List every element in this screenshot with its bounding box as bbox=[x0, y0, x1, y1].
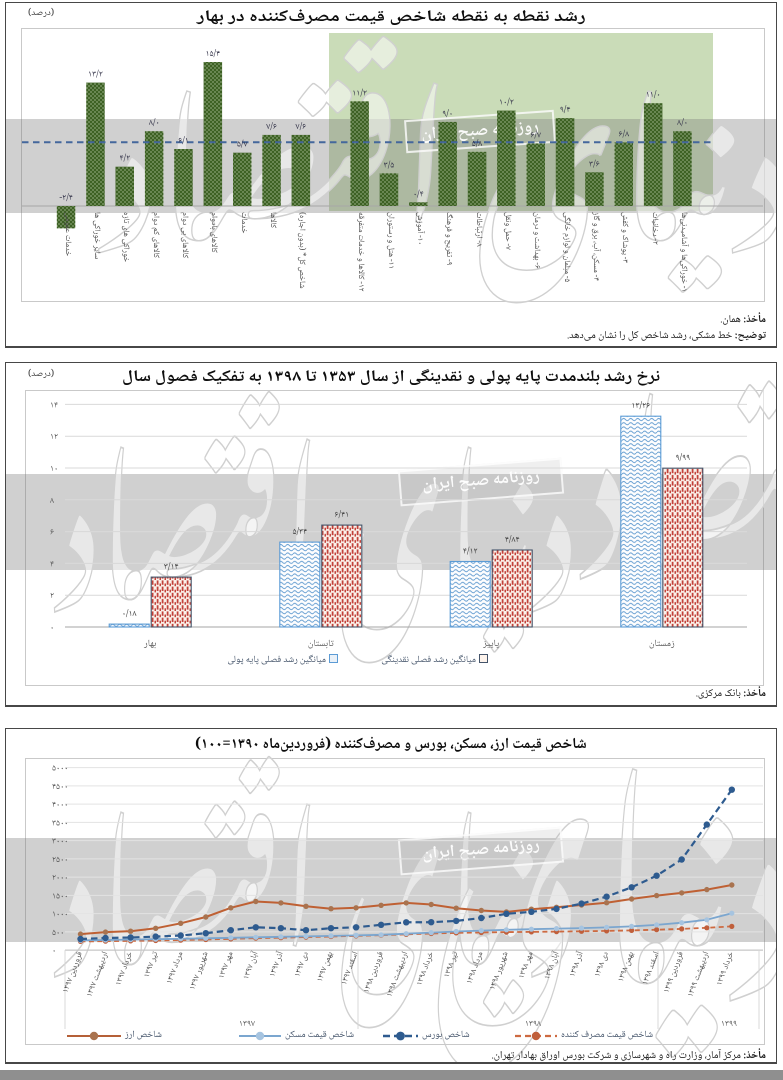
svg-text:۴۰۰۰: ۴۰۰۰ bbox=[52, 797, 68, 813]
svg-text:۱۱/۰: ۱۱/۰ bbox=[646, 87, 661, 103]
svg-text:۴/۸۴: ۴/۸۴ bbox=[505, 532, 520, 548]
svg-text:۴: ۴ bbox=[50, 556, 54, 572]
svg-text:۷/۶: ۷/۶ bbox=[266, 119, 277, 135]
svg-text:۱۲: ۱۲ bbox=[50, 429, 58, 445]
svg-text:۸: ۸ bbox=[50, 493, 54, 509]
svg-text:تابستان: تابستان bbox=[308, 637, 334, 653]
svg-text:۶: ۶ bbox=[50, 525, 54, 541]
svg-text:۶/۴۱: ۶/۴۱ bbox=[334, 507, 349, 523]
svg-text:۳۵۰۰: ۳۵۰۰ bbox=[52, 815, 68, 831]
svg-text:-۲/۴: -۲/۴ bbox=[59, 190, 72, 206]
svg-text:۵۰۰۰: ۵۰۰۰ bbox=[52, 761, 68, 777]
svg-text:۴۵۰۰: ۴۵۰۰ bbox=[52, 779, 68, 795]
svg-text:۶/۷: ۶/۷ bbox=[530, 127, 541, 143]
svg-text:۳۰۰۰: ۳۰۰۰ bbox=[52, 834, 68, 850]
svg-text:۱۳/۲: ۱۳/۲ bbox=[88, 67, 103, 83]
svg-text:۳/۶: ۳/۶ bbox=[589, 156, 600, 172]
svg-text:۸/۰: ۸/۰ bbox=[149, 115, 160, 131]
svg-text:۱۵۰۰: ۱۵۰۰ bbox=[52, 888, 68, 904]
svg-text:۵/۸: ۵/۸ bbox=[472, 136, 483, 152]
svg-text:۷/۶: ۷/۶ bbox=[296, 119, 307, 135]
svg-text:۹/۰: ۹/۰ bbox=[442, 106, 453, 122]
svg-text:۵/۷: ۵/۷ bbox=[237, 137, 248, 153]
svg-text:بهار: بهار bbox=[143, 637, 157, 653]
svg-text:۱۵/۴: ۱۵/۴ bbox=[205, 46, 220, 62]
svg-text:۵۰۰: ۵۰۰ bbox=[52, 925, 64, 941]
svg-text:۴/۲: ۴/۲ bbox=[119, 151, 130, 167]
svg-text:۱۰: ۱۰ bbox=[50, 461, 58, 477]
svg-text:۰/۴: ۰/۴ bbox=[413, 186, 424, 202]
svg-text:۱۰۰۰: ۱۰۰۰ bbox=[52, 907, 68, 923]
svg-text:۲۵۰۰: ۲۵۰۰ bbox=[52, 852, 68, 868]
svg-text:۹/۴: ۹/۴ bbox=[560, 102, 571, 118]
svg-text:۶/۱: ۶/۱ bbox=[178, 133, 189, 149]
svg-text:۳/۵: ۳/۵ bbox=[384, 157, 395, 173]
svg-text:۱۰/۲: ۱۰/۲ bbox=[499, 95, 514, 111]
svg-text:۶/۸: ۶/۸ bbox=[618, 126, 629, 142]
svg-text:۱۱/۲: ۱۱/۲ bbox=[352, 85, 367, 101]
svg-text:۲: ۲ bbox=[50, 588, 54, 604]
svg-text:۸/۰: ۸/۰ bbox=[677, 115, 688, 131]
svg-text:۹/۹۹: ۹/۹۹ bbox=[675, 450, 690, 466]
svg-text:زمستان: زمستان bbox=[649, 637, 675, 653]
svg-text:۰: ۰ bbox=[50, 620, 54, 636]
svg-text:۰/۱۸: ۰/۱۸ bbox=[122, 606, 137, 622]
svg-text:پاییز: پاییز bbox=[482, 637, 499, 653]
svg-text:۱۴: ۱۴ bbox=[50, 397, 58, 413]
svg-text:۱۳/۲۶: ۱۳/۲۶ bbox=[631, 398, 650, 414]
svg-text:۳/۱۴: ۳/۱۴ bbox=[164, 559, 179, 575]
svg-text:۴/۱۲: ۴/۱۲ bbox=[463, 544, 478, 560]
svg-text:۰: ۰ bbox=[52, 943, 56, 959]
svg-text:۵/۳۴: ۵/۳۴ bbox=[292, 524, 307, 540]
svg-text:۲۰۰۰: ۲۰۰۰ bbox=[52, 870, 68, 886]
